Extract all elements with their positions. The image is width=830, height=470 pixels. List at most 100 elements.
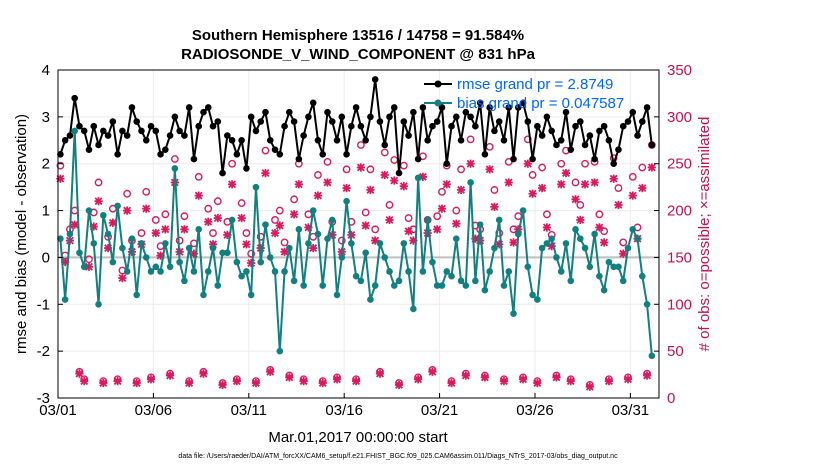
- bias-point: [519, 207, 527, 214]
- obs-assimilated-point: [180, 225, 189, 234]
- rmse-point: [295, 155, 303, 163]
- obs-possible-point: [261, 146, 270, 155]
- rmse-point: [596, 127, 603, 135]
- bias-point: [624, 244, 632, 252]
- obs-assimilated-point: [118, 273, 127, 283]
- bias-point: [271, 268, 279, 275]
- x-tick-label: 03/16: [325, 402, 363, 419]
- rmse-point: [114, 151, 121, 158]
- obs-assimilated-point: [433, 225, 442, 234]
- obs-assimilated-point: [80, 377, 89, 386]
- bias-point: [581, 244, 589, 252]
- rmse-point: [262, 108, 269, 116]
- bias-point: [257, 258, 265, 266]
- bias-point: [147, 268, 155, 275]
- bias-point: [104, 230, 112, 238]
- obs-possible-point: [247, 249, 256, 258]
- x-tick-label: 03/06: [135, 402, 173, 419]
- obs-assimilated-point: [638, 183, 647, 193]
- rmse-point: [133, 118, 141, 125]
- obs-assimilated-point: [528, 189, 537, 198]
- obs-assimilated-point: [309, 243, 318, 253]
- obs-assimilated-point: [247, 258, 256, 268]
- obs-assimilated-point: [385, 215, 394, 225]
- bias-point: [510, 310, 517, 317]
- obs-assimilated-point: [161, 225, 170, 234]
- rmse-point: [610, 160, 617, 168]
- bias-point: [424, 216, 431, 224]
- bias-point: [286, 244, 293, 252]
- bias-point: [505, 268, 513, 275]
- obs-assimilated-point: [623, 375, 633, 384]
- obs-assimilated-point: [237, 213, 246, 223]
- obs-assimilated-point: [218, 380, 227, 389]
- obs-possible-point: [628, 172, 637, 181]
- rmse-point: [319, 151, 327, 158]
- obs-assimilated-point: [595, 223, 604, 232]
- rmse-point: [524, 118, 532, 125]
- bias-point: [371, 282, 379, 289]
- obs-assimilated-point: [294, 180, 303, 189]
- bias-point: [123, 268, 131, 275]
- obs-assimilated-point: [199, 369, 208, 378]
- obs-assimilated-point: [394, 380, 404, 389]
- rmse-point: [333, 136, 341, 144]
- bias-point: [324, 235, 331, 242]
- bias-point: [352, 272, 360, 280]
- rmse-point: [276, 151, 284, 158]
- obs-assimilated-point: [70, 220, 79, 229]
- bias-point: [305, 240, 312, 247]
- obs-possible-point: [142, 187, 151, 196]
- rmse-point: [352, 104, 360, 111]
- x-tick-label: 03/31: [612, 402, 650, 419]
- y-left-tick-label: -1: [37, 296, 50, 313]
- rmse-point: [476, 99, 484, 107]
- obs-assimilated-point: [84, 262, 94, 271]
- rmse-point: [467, 113, 474, 121]
- footer-data-file: data file: /Users/raeder/DAI/ATM_forcXX/…: [178, 453, 618, 460]
- bias-point: [95, 300, 102, 308]
- obs-possible-point: [457, 165, 465, 174]
- rmse-point: [157, 151, 164, 158]
- obs-possible-point: [314, 171, 322, 179]
- bias-point: [76, 249, 83, 257]
- obs-assimilated-point: [456, 185, 466, 195]
- y-right-tick-label: 50: [667, 343, 684, 360]
- rmse-point: [142, 136, 150, 144]
- bias-point: [142, 254, 150, 261]
- rmse-point: [553, 141, 560, 149]
- rmse-point: [572, 122, 579, 130]
- obs-possible-point: [304, 210, 313, 219]
- bias-point: [386, 268, 393, 275]
- rmse-point: [61, 136, 69, 144]
- rmse-point: [534, 122, 541, 130]
- obs-assimilated-point: [414, 375, 423, 384]
- bias-point: [548, 235, 555, 242]
- obs-possible-point: [490, 186, 499, 194]
- rmse-point: [104, 132, 112, 139]
- bias-point: [576, 235, 584, 242]
- bias-point: [472, 277, 479, 285]
- obs-possible-point: [571, 178, 580, 187]
- rmse-point: [109, 118, 117, 125]
- rmse-point: [629, 108, 637, 116]
- obs-possible-point: [213, 197, 222, 206]
- rmse-point: [639, 118, 646, 125]
- obs-possible-point: [581, 159, 589, 168]
- rmse-point: [405, 132, 412, 139]
- bias-point: [295, 226, 303, 233]
- bias-point: [600, 286, 608, 294]
- bias-point: [500, 282, 508, 289]
- obs-assimilated-point: [604, 377, 614, 386]
- rmse-point: [500, 136, 508, 144]
- obs-assimilated-point: [366, 185, 375, 195]
- bias-point: [333, 291, 341, 299]
- y-right-tick-label: 150: [667, 249, 692, 266]
- bias-point: [443, 268, 451, 275]
- obs-assimilated-point: [342, 183, 351, 193]
- rmse-point: [390, 104, 398, 111]
- obs-assimilated-point: [461, 371, 470, 380]
- bias-point: [57, 235, 64, 242]
- rmse-point: [581, 141, 589, 149]
